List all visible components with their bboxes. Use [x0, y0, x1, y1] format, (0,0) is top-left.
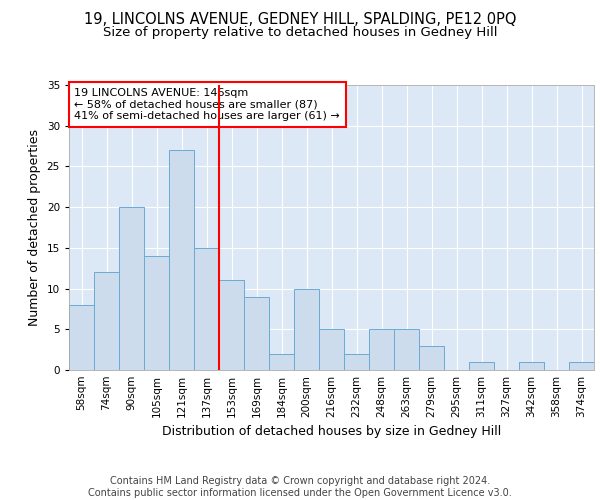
Bar: [319, 330, 344, 370]
Bar: [69, 305, 94, 370]
Bar: [169, 150, 194, 370]
Bar: [569, 362, 594, 370]
Bar: [344, 354, 369, 370]
Bar: [294, 288, 319, 370]
Text: Size of property relative to detached houses in Gedney Hill: Size of property relative to detached ho…: [103, 26, 497, 39]
Bar: [269, 354, 294, 370]
X-axis label: Distribution of detached houses by size in Gedney Hill: Distribution of detached houses by size …: [162, 426, 501, 438]
Bar: [419, 346, 444, 370]
Bar: [194, 248, 219, 370]
Y-axis label: Number of detached properties: Number of detached properties: [28, 129, 41, 326]
Bar: [219, 280, 244, 370]
Bar: [244, 296, 269, 370]
Text: Contains HM Land Registry data © Crown copyright and database right 2024.
Contai: Contains HM Land Registry data © Crown c…: [88, 476, 512, 498]
Bar: [394, 330, 419, 370]
Bar: [369, 330, 394, 370]
Bar: [469, 362, 494, 370]
Bar: [119, 207, 144, 370]
Bar: [519, 362, 544, 370]
Text: 19, LINCOLNS AVENUE, GEDNEY HILL, SPALDING, PE12 0PQ: 19, LINCOLNS AVENUE, GEDNEY HILL, SPALDI…: [84, 12, 516, 28]
Bar: [94, 272, 119, 370]
Text: 19 LINCOLNS AVENUE: 146sqm
← 58% of detached houses are smaller (87)
41% of semi: 19 LINCOLNS AVENUE: 146sqm ← 58% of deta…: [74, 88, 340, 121]
Bar: [144, 256, 169, 370]
